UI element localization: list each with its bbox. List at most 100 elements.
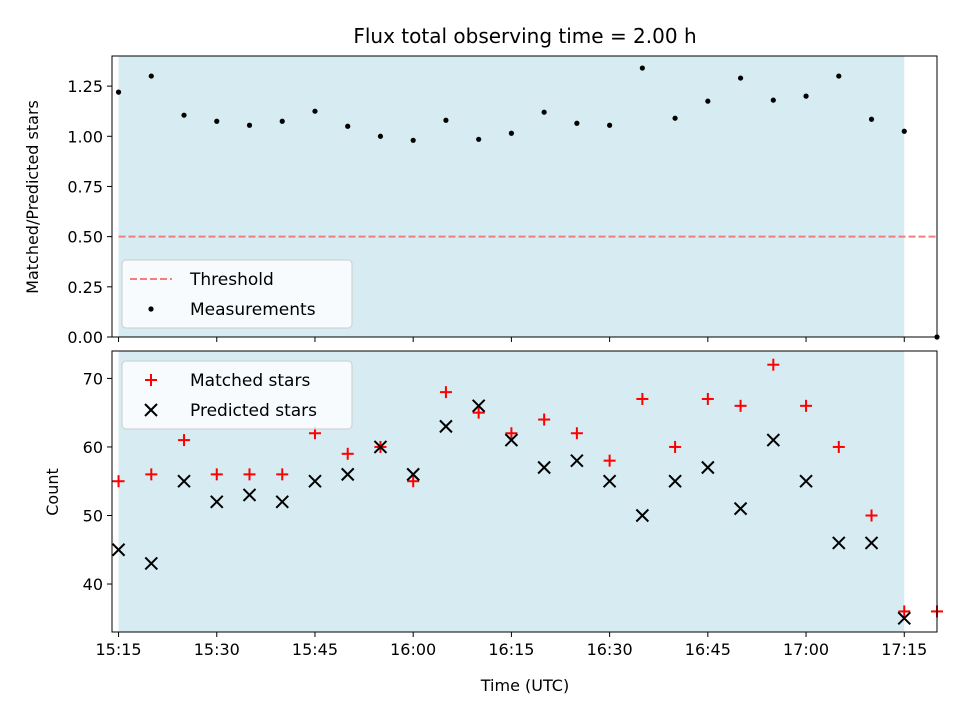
point-ratio-0-5 [279, 118, 285, 124]
count-panel: 15:15 15:30 15:45 16:00 16:15 16:30 16:45 17:00… [83, 350, 943, 659]
point-ratio-0-8 [377, 133, 384, 139]
point-count-0-18 [701, 392, 714, 405]
point-count-1-19-d2 [733, 501, 748, 516]
point-ratio-0-6 [312, 108, 318, 114]
y-tick-label-count-3: 70 [83, 369, 103, 388]
point-count-1-17 [668, 474, 682, 488]
point-ratio-0-10 [443, 117, 449, 123]
point-count-1-10 [439, 419, 453, 434]
point-count-0-1 [145, 468, 158, 481]
legend-label-ratio-0: Threshold [189, 270, 274, 290]
point-ratio-0-1 [148, 73, 154, 79]
x-tick-label-1: 15:30 [194, 640, 240, 659]
point-ratio-0-14 [574, 120, 580, 126]
point-count-1-15-d2 [602, 474, 617, 488]
point-ratio-0-21 [803, 93, 809, 99]
point-count-1-24-d2 [897, 611, 911, 625]
point-ratio-0-17 [672, 115, 678, 121]
point-count-1-15 [602, 474, 617, 488]
point-count-0-24 [898, 605, 911, 618]
point-count-1-2 [177, 474, 191, 488]
point-count-1-12 [504, 433, 519, 447]
point-count-1-8 [373, 440, 388, 454]
point-count-1-7 [341, 467, 355, 482]
point-ratio-0-16 [639, 65, 645, 71]
point-ratio-0-3 [214, 118, 220, 124]
point-count-1-17-d2 [668, 474, 682, 488]
point-count-1-9 [406, 467, 420, 482]
y-tick-label-count-1: 50 [83, 506, 103, 525]
point-count-0-5 [276, 468, 289, 481]
y-axis-label-ratio: Matched/Predicted stars [23, 100, 42, 294]
point-count-1-21 [799, 474, 813, 488]
point-count-0-22 [832, 440, 845, 453]
point-count-1-0 [111, 543, 126, 557]
point-count-0-7 [341, 447, 354, 460]
point-ratio-0-0 [115, 89, 122, 95]
point-ratio-0-13 [541, 109, 547, 115]
point-count-1-2-d2 [177, 474, 191, 488]
point-count-1-10-d2 [439, 419, 453, 434]
y-tick-label-ratio-0: 0.00 [67, 328, 103, 347]
point-count-1-19 [733, 501, 748, 516]
point-ratio-0-23 [868, 116, 875, 122]
point-count-1-5 [275, 495, 289, 509]
point-count-1-20-d2 [766, 433, 781, 447]
x-tick-label-2: 15:45 [292, 640, 338, 659]
point-count-0-21 [800, 399, 813, 412]
y-tick-label-ratio-4: 1.00 [67, 127, 103, 146]
point-count-0-0 [112, 475, 125, 488]
point-ratio-0-19 [737, 75, 744, 81]
point-count-1-18-d2 [701, 460, 715, 475]
point-count-1-14 [570, 453, 584, 468]
point-ratio-0-2 [181, 112, 187, 118]
point-count-0-13 [538, 413, 551, 426]
point-count-1-1-d2 [144, 556, 158, 571]
point-count-1-12-d2 [504, 433, 519, 447]
point-count-1-0-d2 [111, 543, 126, 557]
point-count-1-18 [701, 460, 715, 475]
y-tick-label-count-0: 40 [83, 575, 103, 594]
legend-box-count [121, 360, 353, 430]
x-tick-label-8: 17:15 [881, 640, 927, 659]
point-count-1-14-d2 [570, 453, 584, 468]
point-count-0-15 [603, 454, 616, 467]
legend-label-ratio-1: Measurements [190, 300, 316, 320]
legend-label-count-0: Matched stars [190, 371, 310, 391]
point-count-0-20 [767, 358, 780, 371]
point-count-1-23 [864, 536, 879, 550]
point-count-0-19 [734, 399, 747, 412]
point-count-1-21-d2 [799, 474, 813, 488]
x-tick-label-3: 16:00 [390, 640, 436, 659]
point-count-1-6-d2 [308, 474, 322, 488]
point-count-1-11 [471, 399, 486, 413]
point-ratio-0-24 [901, 128, 907, 134]
point-count-1-6 [308, 474, 322, 488]
point-count-0-2 [178, 434, 191, 447]
chart-title: Flux total observing time = 2.00 h [353, 24, 696, 48]
point-count-1-7-d2 [341, 467, 355, 482]
point-ratio-0-15 [607, 122, 613, 128]
y-axis-label-count: Count [43, 468, 62, 516]
point-count-1-24 [897, 611, 911, 625]
point-count-0-4 [243, 468, 256, 481]
point-count-0-3 [210, 468, 223, 481]
legend-swatch-count-0 [145, 374, 157, 386]
x-tick-label-4: 16:15 [488, 640, 534, 659]
point-count-1-20 [766, 433, 781, 447]
point-ratio-0-12 [508, 130, 515, 136]
axes-frame [111, 350, 938, 633]
point-count-1-4-d2 [242, 488, 257, 502]
point-count-0-11 [472, 406, 485, 419]
point-ratio-0-22 [836, 73, 842, 79]
point-count-0-17 [669, 440, 682, 453]
y-tick-label-ratio-1: 0.25 [67, 278, 103, 297]
point-count-0-14 [570, 427, 583, 440]
point-count-1-22-d2 [832, 536, 846, 550]
legend-swatch-count-1-d2 [144, 403, 158, 417]
point-count-1-16-d2 [635, 508, 650, 523]
point-count-1-23-d2 [864, 536, 879, 550]
legend-swatch-ratio-1 [148, 306, 154, 312]
point-count-0-23 [865, 509, 878, 522]
point-count-1-3 [210, 495, 224, 509]
